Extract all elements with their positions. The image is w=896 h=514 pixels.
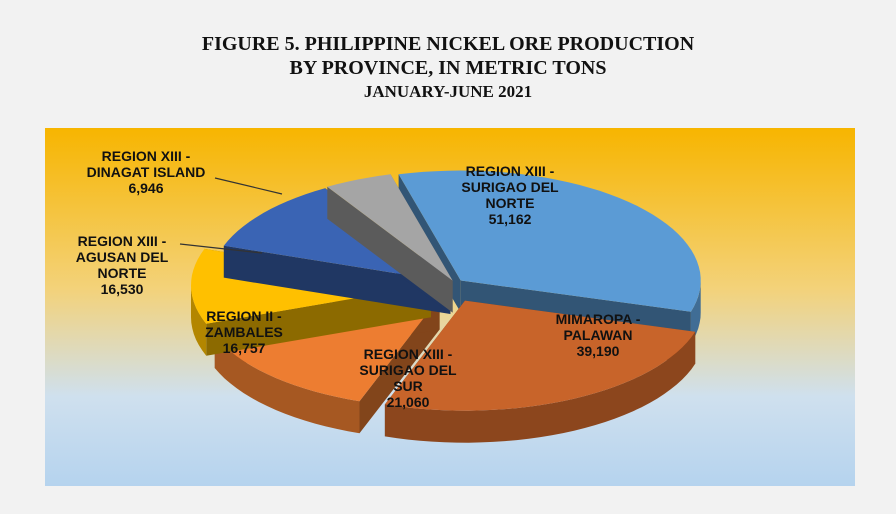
value-label: 16,530 (100, 281, 144, 297)
data-label: MIMAROPA - PALAWAN 39,190 (538, 311, 658, 359)
category-label: REGION XIII - AGUSAN DEL NORTE (75, 233, 169, 281)
leader-line (179, 243, 263, 254)
slice-top (398, 170, 701, 312)
slice-side (214, 336, 360, 434)
slice-side (690, 280, 701, 344)
leader-line (214, 177, 283, 195)
category-label: REGION II - ZAMBALES (205, 308, 283, 340)
category-label: REGION XIII - DINAGAT ISLAND (86, 148, 206, 180)
slice-side (384, 331, 696, 443)
slice-cut-face (327, 186, 453, 313)
value-label: 21,060 (386, 394, 430, 410)
slice-top (384, 300, 696, 411)
category-label: REGION XIII - SURIGAO DEL NORTE (461, 163, 559, 211)
data-label: REGION XIII - SURIGAO DEL SUR 21,060 (343, 346, 473, 410)
value-label: 6,946 (128, 180, 164, 196)
data-label: REGION XIII - SURIGAO DEL NORTE 51,162 (445, 163, 575, 227)
category-label: MIMAROPA - PALAWAN (555, 311, 641, 343)
value-label: 16,757 (222, 340, 266, 356)
chart-title: FIGURE 5. PHILIPPINE NICKEL ORE PRODUCTI… (202, 33, 695, 55)
slice-cut-face (223, 245, 451, 314)
data-label: REGION XIII - AGUSAN DEL NORTE 16,530 (57, 233, 187, 297)
value-label: 51,162 (488, 211, 532, 227)
pie-slice (327, 174, 453, 313)
data-label: REGION II - ZAMBALES 16,757 (189, 308, 299, 356)
pie-slice (384, 300, 696, 443)
chart-title: BY PROVINCE, IN METRIC TONS (290, 57, 607, 79)
chart-subtitle: JANUARY-JUNE 2021 (364, 82, 532, 101)
slice-side (191, 285, 207, 356)
slice-top (327, 174, 453, 281)
value-label: 39,190 (576, 343, 620, 359)
category-label: REGION XIII - SURIGAO DEL SUR (359, 346, 457, 394)
data-label: REGION XIII - DINAGAT ISLAND 6,946 (76, 148, 216, 196)
